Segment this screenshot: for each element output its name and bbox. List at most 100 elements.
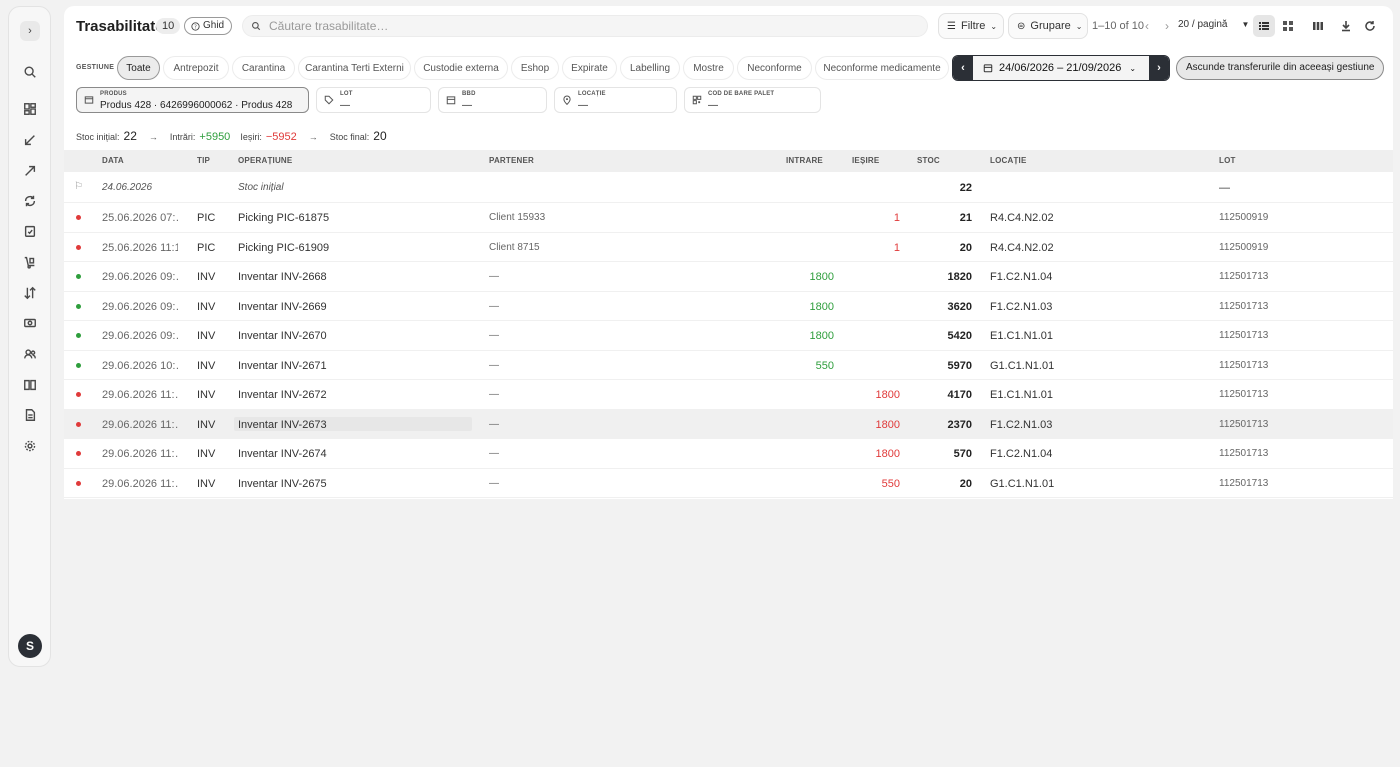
col-partener[interactable]: PARTENER xyxy=(489,156,535,165)
group-button[interactable]: ⊜ Grupare ⌄ xyxy=(1008,13,1088,39)
lot-field[interactable]: LOT — xyxy=(316,87,431,113)
chevron-down-icon: ⌄ xyxy=(1075,21,1083,31)
columns-button[interactable] xyxy=(1307,15,1329,37)
cell-tip: INV xyxy=(197,418,216,431)
table-row[interactable]: 29.06.2026 11:… INV Inventar INV-2675 — … xyxy=(64,469,1393,498)
table-row[interactable]: 29.06.2026 11:… INV Inventar INV-2673 — … xyxy=(64,409,1393,439)
cell-op[interactable]: Picking PIC-61875 xyxy=(238,212,330,224)
cell-op[interactable]: Inventar INV-2675 xyxy=(238,477,327,490)
chip-custodie[interactable]: Custodie externa xyxy=(414,56,508,80)
search-input[interactable] xyxy=(269,19,869,33)
table-header: DATA TIP OPERAȚIUNE PARTENER INTRARE IEȘ… xyxy=(64,150,1393,172)
cell-op[interactable]: Inventar INV-2668 xyxy=(238,271,327,283)
table-row[interactable]: 29.06.2026 11:… INV Inventar INV-2672 — … xyxy=(64,380,1393,410)
filter-button[interactable]: ☰ Filtre ⌄ xyxy=(938,13,1004,39)
cell-op[interactable]: Inventar INV-2669 xyxy=(238,300,327,313)
per-page-select[interactable]: 20 / pagină ▼ xyxy=(1178,19,1249,30)
chip-mostre[interactable]: Mostre xyxy=(683,56,734,80)
refresh-icon[interactable] xyxy=(21,192,39,210)
cell-partner: — xyxy=(489,477,499,489)
book-icon[interactable] xyxy=(21,376,39,394)
prev-period-icon[interactable]: ‹ xyxy=(953,56,973,80)
status-dot xyxy=(76,451,81,456)
grid-view-button[interactable] xyxy=(1277,15,1299,37)
table-row[interactable]: 29.06.2026 09:… INV Inventar INV-2668 — … xyxy=(64,262,1393,292)
hide-transfers-button[interactable]: Ascunde transferurile din aceeași gestiu… xyxy=(1176,56,1385,80)
search-icon[interactable] xyxy=(21,63,39,81)
col-tip[interactable]: TIP xyxy=(197,156,211,165)
chevron-right-icon[interactable]: › xyxy=(20,21,40,41)
dolly-icon[interactable] xyxy=(21,253,39,271)
bbd-field[interactable]: BBD — xyxy=(438,87,547,113)
arrow-in-icon[interactable] xyxy=(21,131,39,149)
chip-labelling[interactable]: Labelling xyxy=(620,56,680,80)
table-row[interactable]: 29.06.2026 09:… INV Inventar INV-2670 — … xyxy=(64,321,1393,351)
cell-op[interactable]: Inventar INV-2670 xyxy=(238,330,327,342)
svg-text:?: ? xyxy=(194,24,197,30)
cell-stoc: 2370 xyxy=(947,418,972,431)
cash-icon[interactable] xyxy=(21,314,39,332)
search-icon xyxy=(252,22,261,31)
status-dot xyxy=(76,480,81,486)
table-row-initial[interactable]: ⚐ 24.06.2026 Stoc inițial 22 — xyxy=(64,173,1393,203)
cell-partner: — xyxy=(489,418,499,430)
cell-op[interactable]: Inventar INV-2674 xyxy=(238,448,327,460)
refresh-button[interactable] xyxy=(1359,15,1381,37)
chevron-down-icon: ⌄ xyxy=(990,21,998,31)
cod-bare-field[interactable]: COD DE BARE PALET — xyxy=(684,87,821,113)
cell-op[interactable]: Inventar INV-2673 xyxy=(238,418,327,431)
next-period-icon[interactable]: › xyxy=(1149,56,1169,80)
cell-stoc: 20 xyxy=(959,477,972,490)
chip-eshop[interactable]: Eshop xyxy=(511,56,559,80)
date-range-field[interactable]: 24/06/2026 – 21/09/2026 ⌄ xyxy=(973,56,1149,80)
cell-date: 29.06.2026 10:… xyxy=(102,359,178,372)
search-bar[interactable] xyxy=(242,15,928,37)
cell-tip: INV xyxy=(197,389,216,401)
cell-op[interactable]: Inventar INV-2672 xyxy=(238,389,327,401)
chip-neconforme-medicamente[interactable]: Neconforme medicamente xyxy=(815,56,949,80)
ghid-button[interactable]: ? Ghid xyxy=(184,17,233,35)
cell-tip: PIC xyxy=(197,241,216,254)
table-row[interactable]: 29.06.2026 09:… INV Inventar INV-2669 — … xyxy=(64,292,1393,321)
cell-op[interactable]: Inventar INV-2671 xyxy=(238,359,327,372)
next-page-icon[interactable]: › xyxy=(1165,19,1169,33)
cell-op[interactable]: Picking PIC-61909 xyxy=(238,241,330,254)
chip-carantina[interactable]: Carantina xyxy=(232,56,295,80)
arrow-out-icon[interactable] xyxy=(21,162,39,180)
users-icon[interactable] xyxy=(21,345,39,363)
chip-expirate[interactable]: Expirate xyxy=(562,56,617,80)
col-operatiune[interactable]: OPERAȚIUNE xyxy=(238,156,293,165)
chip-antrepozit[interactable]: Antrepozit xyxy=(163,56,229,80)
clipboard-check-icon[interactable] xyxy=(21,222,39,240)
cell-op: Stoc inițial xyxy=(238,182,284,193)
col-stoc[interactable]: STOC xyxy=(917,156,940,165)
chip-neconforme[interactable]: Neconforme xyxy=(737,56,812,80)
cell-date: 29.06.2026 11:… xyxy=(102,389,178,401)
cell-stoc: 5420 xyxy=(947,330,972,342)
columns-icon xyxy=(1313,22,1323,30)
prev-page-icon[interactable]: ‹ xyxy=(1145,19,1149,33)
dashboard-icon[interactable] xyxy=(21,100,39,118)
chip-toate[interactable]: Toate xyxy=(117,56,160,80)
table-row[interactable]: 25.06.2026 11:11 PIC Picking PIC-61909 C… xyxy=(64,233,1393,262)
cell-out: 1800 xyxy=(875,418,900,431)
download-button[interactable] xyxy=(1335,15,1357,37)
col-intrare[interactable]: INTRARE xyxy=(786,156,823,165)
document-icon[interactable] xyxy=(21,406,39,424)
table-row[interactable]: 29.06.2026 10:… INV Inventar INV-2671 — … xyxy=(64,351,1393,380)
col-lot[interactable]: LOT xyxy=(1219,156,1236,165)
table-row[interactable]: 29.06.2026 11:… INV Inventar INV-2674 — … xyxy=(64,439,1393,469)
chip-carantina-terti[interactable]: Carantina Terti Externi xyxy=(298,56,411,80)
table-row[interactable]: 25.06.2026 07:… PIC Picking PIC-61875 Cl… xyxy=(64,203,1393,233)
gear-icon[interactable] xyxy=(21,437,39,455)
transfer-icon[interactable] xyxy=(21,284,39,302)
date-range-picker: ‹ 24/06/2026 – 21/09/2026 ⌄ › xyxy=(952,55,1170,81)
col-locatie[interactable]: LOCAȚIE xyxy=(990,156,1027,165)
avatar[interactable]: S xyxy=(18,634,42,658)
col-data[interactable]: DATA xyxy=(102,156,124,165)
cell-loc: G1.C1.N1.01 xyxy=(990,477,1055,490)
col-iesire[interactable]: IEȘIRE xyxy=(852,156,880,165)
locatie-field[interactable]: LOCAȚIE — xyxy=(554,87,677,113)
list-view-button[interactable] xyxy=(1253,15,1275,37)
produs-field[interactable]: PRODUS Produs 428 · 6426996000062 · Prod… xyxy=(76,87,309,113)
